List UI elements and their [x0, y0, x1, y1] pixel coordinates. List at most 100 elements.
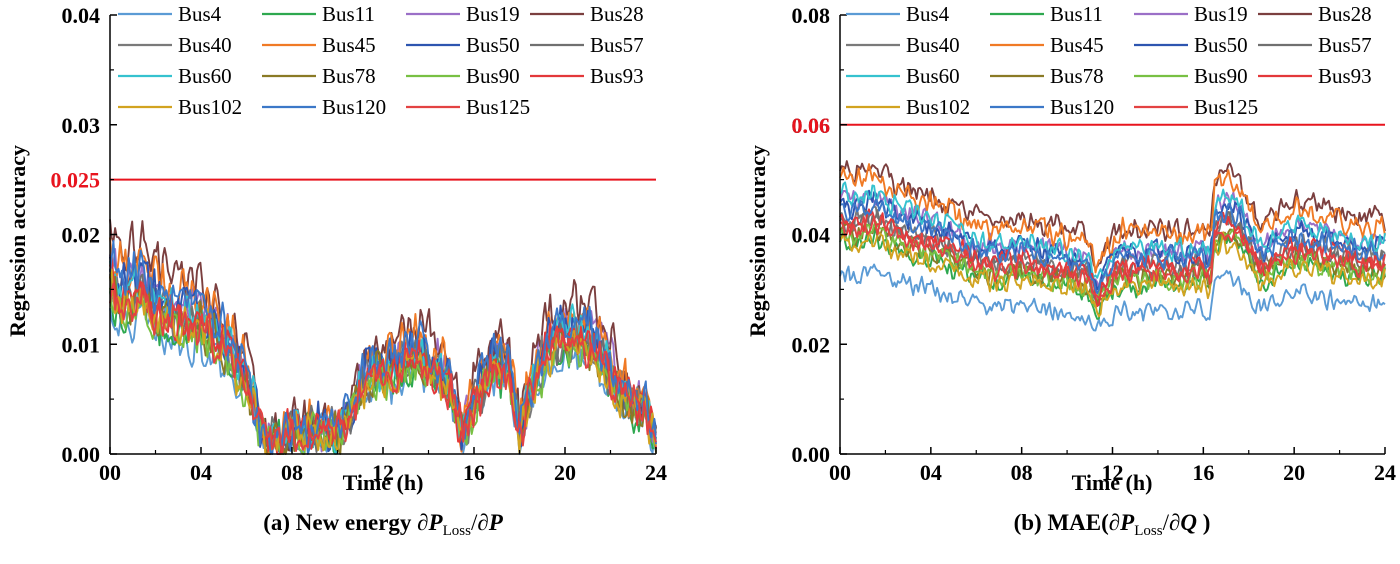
legend-item-bus50: Bus50	[1134, 33, 1248, 57]
y-tick-label: 0.01	[62, 332, 101, 357]
y-axis-title: Regression accuracy	[745, 145, 770, 337]
x-tick-label: 00	[829, 460, 851, 485]
legend: Bus4 Bus11 Bus19 Bus28 Bus40 Bus45 Bus50 Bus57 B…	[118, 2, 644, 119]
legend-item-bus11: Bus11	[990, 2, 1103, 26]
series-line-bus102	[839, 231, 1386, 318]
x-tick-label: 04	[920, 460, 942, 485]
threshold-label: 0.025	[51, 168, 101, 193]
legend-item-bus11: Bus11	[262, 2, 375, 26]
x-axis-title: Time (h)	[343, 470, 424, 495]
legend-label: Bus50	[1194, 33, 1248, 57]
x-tick-label: 04	[190, 460, 212, 485]
legend-item-bus4: Bus4	[846, 2, 950, 26]
x-tick-label: 16	[463, 460, 485, 485]
legend-label: Bus11	[1050, 2, 1103, 26]
x-axis-title: Time (h)	[1072, 470, 1153, 495]
legend-label: Bus102	[906, 95, 970, 119]
x-tick-label: 20	[554, 460, 576, 485]
legend-item-bus50: Bus50	[406, 33, 520, 57]
series-line-bus120	[109, 239, 657, 455]
legend-label: Bus93	[1318, 64, 1372, 88]
series-line-bus45	[839, 163, 1386, 274]
x-tick-label: 16	[1192, 460, 1214, 485]
y-tick-label: 0.08	[792, 3, 831, 28]
legend-item-bus45: Bus45	[990, 33, 1104, 57]
legend-label: Bus90	[466, 64, 520, 88]
legend-item-bus60: Bus60	[118, 64, 232, 88]
legend-label: Bus125	[1194, 95, 1258, 119]
x-tick-label: 20	[1283, 460, 1305, 485]
legend-label: Bus90	[1194, 64, 1248, 88]
legend-label: Bus50	[466, 33, 520, 57]
panel-caption: (b) MAE(∂PLoss/∂Q )	[1014, 510, 1211, 539]
legend-label: Bus28	[590, 2, 644, 26]
chart-panel-a: 0.00 0.01 0.02 0.03 0.04 0.025 00 04 08 12 16 20 24 T…	[5, 2, 667, 539]
legend-item-bus93: Bus93	[1258, 64, 1372, 88]
x-tick-label: 08	[1011, 460, 1033, 485]
legend-label: Bus28	[1318, 2, 1372, 26]
legend: Bus4 Bus11 Bus19 Bus28 Bus40 Bus45 Bus50 Bus57 B…	[846, 2, 1372, 119]
legend-item-bus45: Bus45	[262, 33, 376, 57]
legend-label: Bus19	[1194, 2, 1248, 26]
legend-item-bus60: Bus60	[846, 64, 960, 88]
legend-label: Bus57	[590, 33, 644, 57]
legend-label: Bus120	[322, 95, 386, 119]
x-tick-label: 12	[372, 460, 394, 485]
legend-label: Bus19	[466, 2, 520, 26]
legend-item-bus28: Bus28	[1258, 2, 1372, 26]
legend-label: Bus93	[590, 64, 644, 88]
legend-label: Bus57	[1318, 33, 1372, 57]
x-tick-label: 08	[281, 460, 303, 485]
legend-item-bus57: Bus57	[1258, 33, 1372, 57]
legend-label: Bus4	[906, 2, 950, 26]
series-lines	[839, 160, 1386, 332]
legend-label: Bus11	[322, 2, 375, 26]
series-line-bus60	[839, 181, 1386, 279]
legend-item-bus125: Bus125	[1134, 95, 1258, 119]
legend-label: Bus78	[1050, 64, 1104, 88]
legend-item-bus40: Bus40	[118, 33, 232, 57]
legend-item-bus78: Bus78	[262, 64, 376, 88]
legend-item-bus4: Bus4	[118, 2, 222, 26]
legend-label: Bus45	[1050, 33, 1104, 57]
series-line-bus120	[839, 198, 1386, 295]
y-tick-label: 0.04	[62, 3, 101, 28]
legend-label: Bus102	[178, 95, 242, 119]
x-tick-label: 24	[1374, 460, 1396, 485]
threshold-label: 0.06	[792, 113, 831, 138]
y-tick-label: 0.04	[792, 223, 831, 248]
series-lines	[109, 219, 657, 455]
legend-item-bus102: Bus102	[846, 95, 970, 119]
y-tick-label: 0.02	[792, 332, 831, 357]
legend-item-bus120: Bus120	[990, 95, 1114, 119]
panel-caption: (a) New energy ∂PLoss/∂P	[263, 510, 503, 539]
legend-item-bus19: Bus19	[406, 2, 520, 26]
legend-label: Bus40	[178, 33, 232, 57]
legend-label: Bus78	[322, 64, 376, 88]
y-tick-label: 0.06	[792, 113, 831, 138]
legend-item-bus120: Bus120	[262, 95, 386, 119]
legend-item-bus57: Bus57	[530, 33, 644, 57]
x-tick-label: 24	[645, 460, 667, 485]
x-tick-label: 12	[1102, 460, 1124, 485]
legend-label: Bus60	[178, 64, 232, 88]
y-tick-label: 0.00	[792, 442, 831, 467]
legend-label: Bus125	[466, 95, 530, 119]
y-tick-label: 0.00	[62, 442, 101, 467]
legend-label: Bus60	[906, 64, 960, 88]
legend-item-bus19: Bus19	[1134, 2, 1248, 26]
series-line-bus4	[839, 263, 1386, 332]
legend-item-bus40: Bus40	[846, 33, 960, 57]
legend-label: Bus120	[1050, 95, 1114, 119]
x-tick-label: 00	[99, 460, 121, 485]
legend-item-bus28: Bus28	[530, 2, 644, 26]
series-line-bus125	[109, 281, 657, 454]
legend-item-bus125: Bus125	[406, 95, 530, 119]
legend-label: Bus45	[322, 33, 376, 57]
legend-label: Bus40	[906, 33, 960, 57]
legend-item-bus78: Bus78	[990, 64, 1104, 88]
legend-item-bus93: Bus93	[530, 64, 644, 88]
series-line-bus28	[109, 219, 657, 455]
